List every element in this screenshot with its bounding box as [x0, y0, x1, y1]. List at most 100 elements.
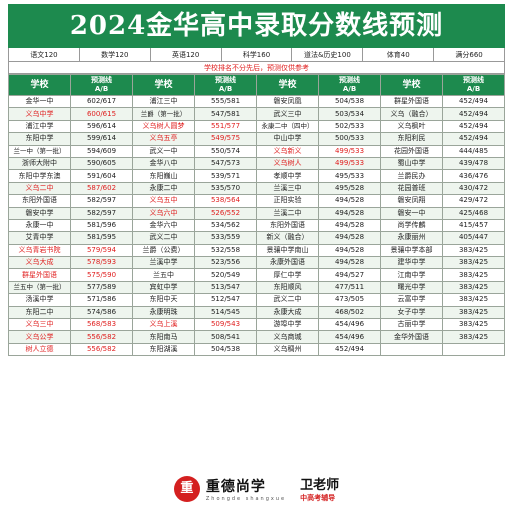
prediction-score: 494/528 [318, 231, 381, 245]
prediction-score: 452/494 [442, 94, 505, 109]
prediction-score: 582/597 [70, 194, 133, 208]
school-name: 兰一中（第一批） [8, 144, 71, 158]
school-name: 厚仁中学 [256, 268, 319, 282]
subject-score: 满分660 [434, 48, 506, 62]
school-name: 群星外国语 [380, 94, 443, 109]
school-name: 武义一中 [132, 144, 195, 158]
prediction-score: 574/586 [70, 305, 133, 320]
school-name: 义乌公学 [8, 330, 71, 344]
prediction-score: 590/605 [70, 156, 133, 171]
prediction-score: 571/586 [70, 293, 133, 307]
prediction-score: 452/494 [442, 119, 505, 134]
table-row: 义乌三中 568/583 义乌上溪 509/543 游埠中学 454/496 古丽中学 383… [8, 318, 505, 332]
header-school: 学校 [8, 74, 71, 96]
school-name: 景骧中学本部 [380, 243, 443, 258]
school-name: 义乌青岩书院 [8, 243, 71, 258]
teacher-name: 卫老师 [300, 478, 340, 493]
table-header-row: 学校 预测线 A/B 学校 预测线 A/B 学校 预测线 A/B 学校 预测线 A/B [8, 74, 505, 96]
school-name: 兰溪二中 [256, 206, 319, 220]
prediction-score: 547/573 [194, 156, 257, 171]
header-prediction: 预测线 A/B [70, 74, 133, 96]
school-name: 曙光中学 [380, 280, 443, 295]
table-row: 磐安中学 582/597 义乌六中 526/552 兰溪二中 494/528 磐安一中 425… [8, 206, 505, 220]
table-row: 义乌公学 556/582 东阳南马 508/541 义乌商城 454/496 金华外国语 38… [8, 330, 505, 344]
prediction-score: 514/545 [194, 305, 257, 320]
prediction-score: 500/533 [318, 132, 381, 146]
prediction-score: 513/547 [194, 280, 257, 295]
prediction-score: 596/614 [70, 119, 133, 134]
prediction-score: 599/614 [70, 132, 133, 146]
prediction-score: 602/617 [70, 94, 133, 109]
prediction-score: 452/494 [442, 107, 505, 121]
school-name: 兰溪三中 [256, 181, 319, 196]
school-name: 浦江三中 [132, 94, 195, 109]
school-name: 古丽中学 [380, 318, 443, 332]
school-name: 尚学传麟 [380, 218, 443, 233]
school-name: 磐安凤翔 [380, 194, 443, 208]
prediction-score: 452/494 [318, 342, 381, 357]
school-name: 义乌上溪 [132, 318, 195, 332]
school-name: 义乌（融合） [380, 107, 443, 121]
school-name: 兰爵民办 [380, 169, 443, 183]
school-name: 磐安中学 [8, 206, 71, 220]
table-row: 东阳中学东澳 591/604 东阳巍山 539/571 孝顺中学 495/533 兰爵民办 4… [8, 169, 505, 183]
school-name: 永康二中（四中） [256, 119, 319, 134]
prediction-score: 591/604 [70, 169, 133, 183]
prediction-score: 494/528 [318, 243, 381, 258]
school-name: 永康丽州 [380, 231, 443, 245]
school-name: 东阳南马 [132, 330, 195, 344]
prediction-score: 502/533 [318, 119, 381, 134]
school-name: 义乌二中 [8, 181, 71, 196]
prediction-score: 468/502 [318, 305, 381, 320]
school-name: 金华一中 [8, 94, 71, 109]
prediction-score: 532/558 [194, 243, 257, 258]
prediction-score: 550/574 [194, 144, 257, 158]
school-name: 景骧中学南山 [256, 243, 319, 258]
school-name: 东阳二中 [8, 305, 71, 320]
prediction-score: 383/425 [442, 243, 505, 258]
brand-block: 重德尚学 Zhongde shangxue [206, 476, 286, 502]
prediction-score: 454/496 [318, 330, 381, 344]
school-name: 东阳中学 [8, 132, 71, 146]
page-title: 2024金华高中录取分数线预测 [8, 4, 505, 48]
prediction-score: 547/581 [194, 107, 257, 121]
school-name: 义乌稠州 [256, 342, 319, 357]
table-row: 东阳外国语 582/597 义乌五中 538/564 正阳实验 494/528 磐安凤翔 42… [8, 194, 505, 208]
prediction-score: 383/425 [442, 280, 505, 295]
school-name: 金华六中 [132, 218, 195, 233]
subject-score: 数学120 [79, 48, 151, 62]
prediction-score: 568/583 [70, 318, 133, 332]
prediction-score: 494/528 [318, 218, 381, 233]
school-name: 东阳顺风 [256, 280, 319, 295]
school-name: 女子中学 [380, 305, 443, 320]
prediction-score: 582/597 [70, 206, 133, 220]
prediction-score: 520/549 [194, 268, 257, 282]
prediction-score: 534/562 [194, 218, 257, 233]
school-name: 东阳利民 [380, 132, 443, 146]
prediction-score: 499/533 [318, 156, 381, 171]
brand-name: 重德尚学 [205, 478, 266, 495]
school-name: 艾青中学 [8, 231, 71, 245]
header-school: 学校 [256, 74, 319, 96]
table-row: 浙师大附中 590/605 金华八中 547/573 义乌树人 499/533 蜀山中学 43… [8, 156, 505, 171]
table-row: 义乌二中 587/602 永康二中 535/570 兰溪三中 495/528 花园普班 430… [8, 181, 505, 196]
school-name: 群星外国语 [8, 268, 71, 282]
prediction-score: 495/528 [318, 181, 381, 196]
prediction-score: 383/425 [442, 256, 505, 270]
school-name: 金华八中 [132, 156, 195, 171]
school-name: 武义二中 [132, 231, 195, 245]
table-row: 群星外国语 575/590 兰五中 520/549 厚仁中学 494/527 江南中学 383… [8, 268, 505, 282]
header-school: 学校 [132, 74, 195, 96]
brand-logo: 重 [173, 475, 200, 502]
subject-scores-row: 语文120 数学120 英语120 科学160 道法&历史100 体育40 满分660 [8, 48, 506, 62]
prediction-score: 523/556 [194, 256, 257, 270]
table-row: 兰一中（第一批） 594/609 武义一中 550/574 义乌新义 499/533 花园外… [8, 144, 505, 158]
school-name: 义乌大成 [8, 256, 71, 270]
prediction-score: 477/511 [318, 280, 381, 295]
school-name: 东阳外国语 [256, 218, 319, 233]
prediction-score [442, 342, 505, 357]
prediction-score: 538/564 [194, 194, 257, 208]
school-name: 兰爵（第一批） [132, 107, 195, 121]
header-prediction: 预测线 A/B [442, 74, 505, 96]
school-name: 中山中学 [256, 132, 319, 146]
